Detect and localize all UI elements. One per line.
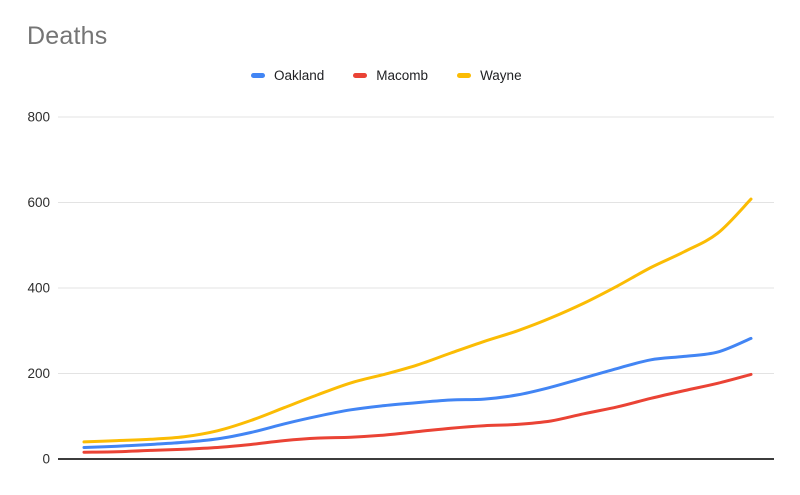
y-tick-label: 200 xyxy=(27,366,50,381)
legend-swatch-oakland xyxy=(251,72,265,78)
y-tick-label: 800 xyxy=(27,110,50,125)
y-tick-label: 600 xyxy=(27,195,50,210)
y-axis-labels: 0 200 400 600 800 xyxy=(27,110,50,467)
chart-title: Deaths xyxy=(27,22,108,50)
legend-label-macomb: Macomb xyxy=(376,67,429,83)
legend-swatch-wayne xyxy=(457,72,472,78)
series-line-oakland xyxy=(82,336,753,449)
series-line-macomb xyxy=(82,372,753,454)
legend-label-wayne: Wayne xyxy=(480,67,522,83)
y-tick-label: 400 xyxy=(27,281,50,296)
gridlines xyxy=(58,116,774,374)
series-lines xyxy=(82,197,753,454)
y-tick-label: 0 xyxy=(42,452,50,467)
legend-item-macomb: Macomb xyxy=(353,68,428,83)
legend-item-wayne: Wayne xyxy=(457,68,522,83)
series-line-wayne xyxy=(82,197,753,444)
legend-item-oakland: Oakland xyxy=(251,68,324,83)
legend: Oakland Macomb Wayne xyxy=(251,66,522,84)
legend-swatch-macomb xyxy=(353,72,368,78)
legend-label-oakland: Oakland xyxy=(274,67,325,83)
